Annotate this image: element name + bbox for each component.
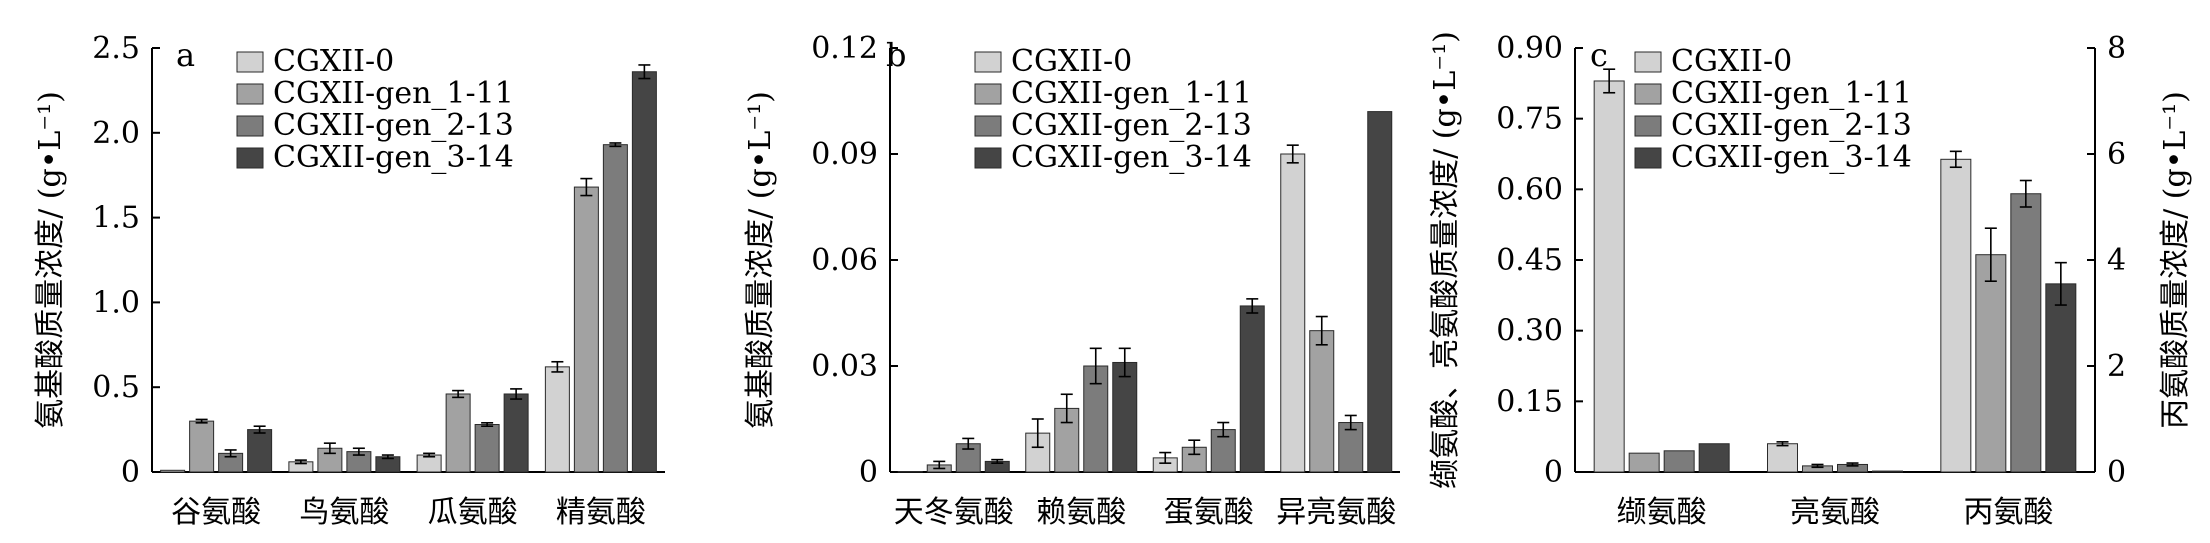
legend-swatch [974,51,1002,73]
x-tick-label: 天冬氨酸 [894,495,1014,530]
legend-label: CGXII-gen_2-13 [273,108,514,143]
x-tick-label: 异亮氨酸 [1276,495,1396,530]
x-tick-label: 亮氨酸 [1790,495,1880,530]
bar [1593,80,1625,473]
y-tick-label: 0 [121,455,140,490]
legend-label: CGXII-gen_1-11 [1671,76,1912,111]
y-tick-label: 0 [859,455,878,490]
y-tick-label: 0.06 [811,243,878,278]
legend-swatch [974,115,1002,137]
bar [445,393,471,473]
y-tick-label: 0.90 [1496,31,1563,66]
bar [602,144,628,473]
panel-label: c [1590,36,1608,74]
bar [1309,330,1335,473]
chart-panel-c: 0 0.15 0.30 0.45 0.60 0.75 0.90 0 2 4 6 8 缬氨酸、亮氨酸质量浓… [1428,31,2193,530]
bar [1338,422,1364,473]
legend-swatch [236,51,264,73]
x-tick-label: 瓜氨酸 [428,495,518,530]
legend-label: CGXII-0 [1671,44,1792,79]
y-tick-label: 1.0 [92,285,140,320]
legend-label: CGXII-0 [1011,44,1132,79]
y-tick-label: 0.03 [811,349,878,384]
x-tick-label: 赖氨酸 [1036,495,1126,530]
y-tick-label: 0.75 [1496,102,1563,137]
bar [2010,193,2042,473]
bar [544,366,570,473]
bar [474,424,500,473]
legend-swatch [974,83,1002,105]
bar [2045,283,2077,473]
x-tick-label: 缬氨酸 [1617,495,1707,530]
legend-swatch [1634,115,1662,137]
y-tick-label: 2.5 [92,31,140,66]
x-tick-label: 鸟氨酸 [299,495,389,530]
bar [1872,470,1903,473]
bar [416,454,442,473]
y-right-tick-label: 6 [2107,137,2126,172]
bar [160,469,186,473]
bar [1628,452,1660,473]
bar [1367,111,1393,473]
legend-label: CGXII-gen_2-13 [1671,108,1912,143]
panel-label: b [886,36,906,74]
bar [897,471,923,473]
legend-swatch [236,147,264,169]
y-tick-label: 0.45 [1496,243,1563,278]
y-right-tick-label: 8 [2107,31,2126,66]
bar [1767,443,1798,473]
bar [1940,158,1972,473]
y-tick-label: 0.60 [1496,172,1563,207]
y-right-tick-label: 0 [2107,455,2126,490]
x-tick-label: 谷氨酸 [171,495,261,530]
legend-label: CGXII-gen_2-13 [1011,108,1252,143]
legend-label: CGXII-0 [273,44,394,79]
bar [1975,254,2007,473]
bar [503,393,529,473]
y-axis-title: 氨基酸质量浓度/ (g•L⁻¹) [33,91,68,429]
legend-swatch [1634,51,1662,73]
bar [247,429,273,473]
y-tick-label: 0.15 [1496,384,1563,419]
y-tick-label: 0.30 [1496,314,1563,349]
panel-label: a [176,36,195,74]
bar [1698,443,1730,473]
legend-label: CGXII-gen_3-14 [1671,140,1912,175]
y-right-tick-label: 4 [2107,243,2126,278]
chart-panel-a: 0 0.5 1.0 1.5 2.0 2.5 氨基酸质量浓度/ (g•L⁻¹) a 谷氨酸 鸟氨酸 瓜… [33,31,665,530]
y-tick-label: 0.09 [811,137,878,172]
y-tick-label: 1.5 [92,201,140,236]
x-tick-label: 蛋氨酸 [1164,495,1254,530]
y-tick-label: 0.5 [92,370,140,405]
bar [1239,305,1265,473]
legend-swatch [974,147,1002,169]
bar [1112,361,1138,473]
y-axis-title: 缬氨酸、亮氨酸质量浓度/ (g•L⁻¹) [1428,31,1463,489]
bar [1280,153,1306,473]
legend-swatch [1634,83,1662,105]
legend-label: CGXII-gen_3-14 [1011,140,1252,175]
y-tick-label: 0.12 [811,31,878,66]
legend-label: CGXII-gen_3-14 [273,140,514,175]
x-tick-label: 丙氨酸 [1963,495,2053,530]
bar [189,420,215,473]
y-tick-label: 2.0 [92,116,140,151]
y-right-tick-label: 2 [2107,349,2126,384]
legend-swatch [1634,147,1662,169]
bar [573,186,599,473]
legend-swatch [236,83,264,105]
y-axis-right-title: 丙氨酸质量浓度/ (g•L⁻¹) [2158,91,2193,429]
y-tick-label: 0 [1544,455,1563,490]
legend-label: CGXII-gen_1-11 [273,76,514,111]
chart-panel-b: 0 0.03 0.06 0.09 0.12 氨基酸质量浓度/ (g•L⁻¹) b 天冬氨酸 赖氨… [743,31,1400,530]
x-tick-label: 精氨酸 [556,495,646,530]
legend-swatch [236,115,264,137]
legend-label: CGXII-gen_1-11 [1011,76,1252,111]
bar [1663,450,1695,473]
bar [631,71,657,473]
y-axis-title: 氨基酸质量浓度/ (g•L⁻¹) [743,91,778,429]
